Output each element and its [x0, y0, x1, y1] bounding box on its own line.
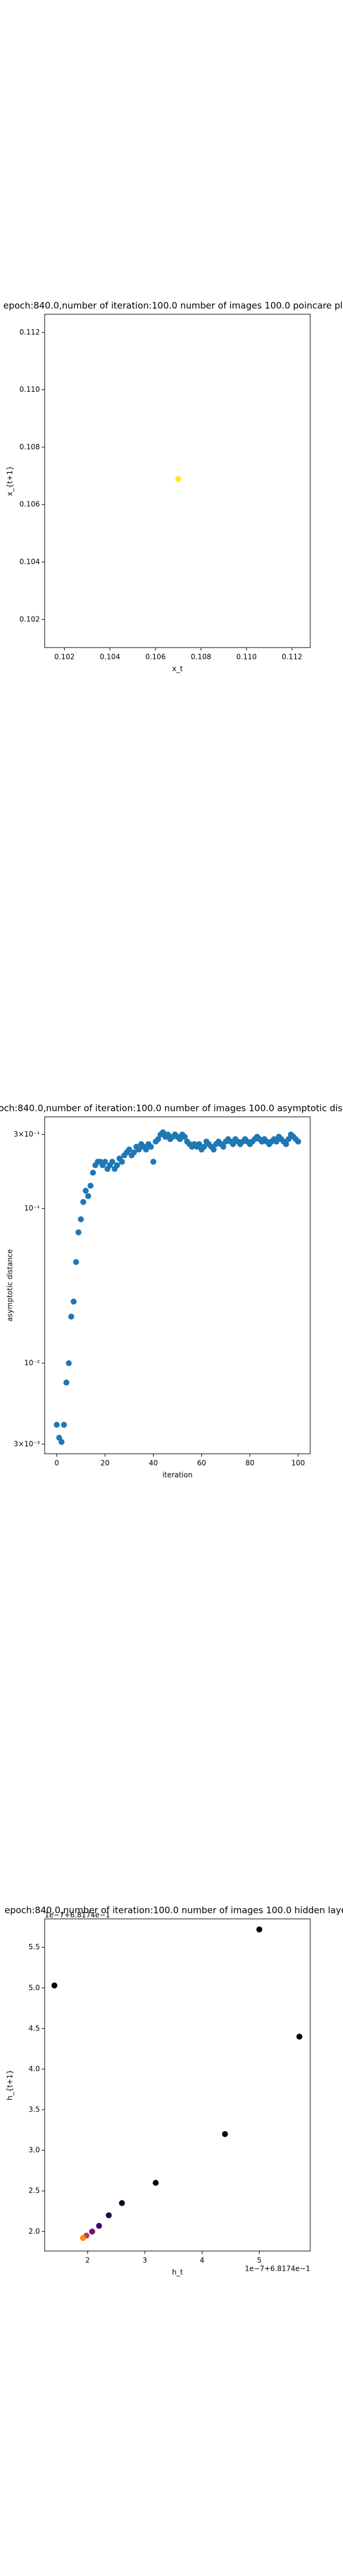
point [201, 1144, 207, 1150]
y-tick-label: 5.0 [29, 1983, 40, 1992]
point [160, 1129, 166, 1135]
x-axis-label: iteration [163, 1471, 193, 1479]
x-tick-label: 5 [257, 2256, 262, 2265]
point [285, 1136, 292, 1143]
point [150, 1159, 157, 1165]
point [273, 1138, 280, 1145]
point [152, 2179, 159, 2186]
point [296, 2033, 303, 2040]
point [90, 1169, 96, 1176]
point [51, 1982, 58, 1989]
point [119, 2200, 125, 2206]
x-tick-label: 0.108 [191, 653, 211, 661]
point [175, 476, 182, 482]
x-tick-label: 0 [54, 1459, 59, 1467]
y-tick-label: 0.102 [20, 615, 40, 623]
point [58, 1439, 65, 1445]
point [63, 1379, 70, 1386]
point [61, 1422, 67, 1428]
chart-title: epoch:840.0,number of iteration:100.0 nu… [3, 301, 343, 311]
point [89, 2228, 95, 2235]
point [182, 1134, 188, 1140]
x-tick-label: 40 [149, 1459, 158, 1467]
chart-title: epoch:840.0,number of iteration:100.0 nu… [5, 1905, 343, 1916]
point [222, 2131, 228, 2137]
y-tick-label: 10⁻² [24, 1359, 40, 1367]
y-tick-label: 2.0 [29, 2227, 40, 2236]
point [256, 1926, 263, 1933]
chart-title: epoch:840.0,number of iteration:100.0 nu… [0, 1103, 343, 1114]
point [85, 1193, 91, 1199]
point [143, 1146, 149, 1153]
x-tick-label: 60 [197, 1459, 206, 1467]
x-tick-label: 4 [200, 2256, 205, 2265]
x-tick-label: 0.104 [100, 653, 120, 661]
point [126, 1146, 132, 1153]
point [148, 1144, 154, 1150]
point [88, 1182, 94, 1189]
x-tick-label: 3 [142, 2256, 147, 2265]
y-axis-label: h_{t+1} [6, 2070, 14, 2100]
y-axis-label: x_{t+1} [6, 466, 14, 496]
x-offset-label: 1e−7+6.8174e−1 [245, 2265, 310, 2273]
point [210, 1146, 217, 1153]
x-tick-label: 0.102 [54, 653, 74, 661]
point [68, 1313, 74, 1320]
point [105, 2212, 112, 2219]
y-tick-label: 4.0 [29, 2064, 40, 2073]
x-tick-label: 20 [101, 1459, 110, 1467]
point [77, 1216, 84, 1222]
y-tick-label: 3×10⁻¹ [14, 1130, 40, 1138]
y-offset-label: 1e−7+6.8174e−1 [45, 1911, 110, 1919]
point [75, 1229, 82, 1236]
x-tick-label: 100 [291, 1459, 305, 1467]
point [230, 1141, 236, 1147]
point [295, 1138, 301, 1145]
point [283, 1141, 289, 1147]
x-tick-label: 0.106 [145, 653, 166, 661]
point [220, 1144, 227, 1150]
point [102, 1159, 108, 1165]
axes-frame [44, 314, 311, 648]
x-tick-label: 80 [245, 1459, 254, 1467]
y-tick-label: 0.106 [20, 500, 40, 509]
y-tick-label: 10⁻¹ [24, 1204, 40, 1212]
point [80, 1199, 86, 1205]
point [119, 1159, 125, 1165]
y-tick-label: 3×10⁻³ [14, 1439, 40, 1448]
y-tick-label: 0.110 [20, 385, 40, 394]
axes-frame [44, 1116, 311, 1454]
y-tick-label: 5.5 [29, 1943, 40, 1951]
point [164, 1131, 171, 1138]
point [109, 1159, 116, 1165]
point [196, 1141, 202, 1147]
point [66, 1360, 72, 1367]
y-tick-label: 0.104 [20, 558, 40, 566]
point [82, 1187, 89, 1194]
y-axis-label: asymptotic distance [6, 1249, 14, 1321]
y-tick-label: 0.112 [20, 328, 40, 336]
y-tick-label: 4.5 [29, 2024, 40, 2032]
axes-frame [44, 1918, 311, 2252]
point [131, 1149, 138, 1156]
point [96, 2222, 102, 2229]
point [80, 2235, 86, 2241]
point [155, 1136, 161, 1143]
x-tick-label: 0.112 [282, 653, 302, 661]
point [70, 1298, 77, 1305]
x-axis-label: h_t [172, 2268, 183, 2277]
x-tick-label: 2 [85, 2256, 90, 2265]
point [177, 1136, 183, 1143]
y-tick-label: 2.5 [29, 2187, 40, 2195]
x-tick-label: 0.110 [236, 653, 257, 661]
x-axis-label: x_t [172, 665, 183, 673]
y-tick-label: 3.0 [29, 2146, 40, 2154]
point [136, 1146, 142, 1153]
point [54, 1422, 60, 1428]
point [73, 1259, 79, 1265]
y-tick-label: 3.5 [29, 2106, 40, 2114]
point [114, 1162, 120, 1169]
y-tick-label: 0.108 [20, 442, 40, 451]
